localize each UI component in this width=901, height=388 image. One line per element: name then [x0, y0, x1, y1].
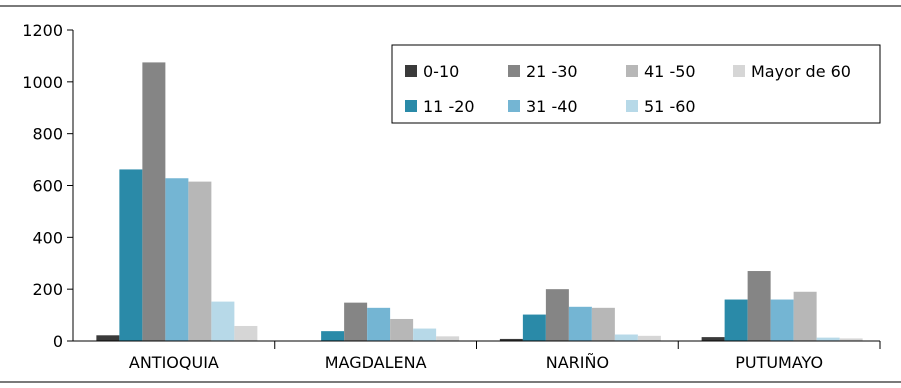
bar — [211, 301, 235, 341]
legend: 0-10 11 -20 21 -30 31 -40 41 -50 51 -60 Mayor … — [391, 44, 881, 124]
bar — [816, 337, 840, 341]
x-category-label: MAGDALENA — [325, 353, 427, 372]
bar — [568, 306, 592, 341]
bar — [234, 325, 258, 341]
bar — [367, 307, 391, 341]
bar — [637, 335, 661, 341]
legend-label: 31 -40 — [526, 97, 578, 116]
bar — [96, 335, 120, 341]
y-tick-label: 600 — [32, 177, 63, 196]
legend-swatch — [405, 100, 417, 112]
bar — [839, 338, 863, 341]
legend-swatch — [508, 100, 520, 112]
y-tick-label: 800 — [32, 125, 63, 144]
legend-label: 11 -20 — [423, 97, 475, 116]
bar — [188, 181, 212, 341]
bar — [499, 338, 523, 341]
bar — [591, 307, 615, 341]
bar — [701, 337, 725, 341]
legend-swatch — [626, 100, 638, 112]
bar — [724, 299, 748, 341]
legend-label: 21 -30 — [526, 62, 578, 81]
bar — [545, 289, 569, 341]
bar — [522, 314, 546, 341]
legend-label: 51 -60 — [644, 97, 696, 116]
bar — [747, 271, 771, 341]
legend-swatch — [733, 65, 745, 77]
legend-label: 41 -50 — [644, 62, 696, 81]
x-category-label: ANTIOQUIA — [129, 353, 219, 372]
y-tick-label: 200 — [32, 280, 63, 299]
bar — [321, 331, 345, 341]
x-category-label: NARIÑO — [546, 353, 609, 372]
bar — [344, 302, 368, 341]
bar — [165, 178, 189, 341]
legend-swatch — [405, 65, 417, 77]
y-tick-label: 0 — [53, 332, 63, 351]
legend-swatch — [508, 65, 520, 77]
bar — [770, 299, 794, 341]
plot-area: 0 200 400 600 800 1000 1200 ANTIOQUIA MAGDALENA N… — [22, 21, 881, 372]
y-tick-label: 1000 — [22, 73, 63, 92]
y-tick-label: 1200 — [22, 21, 63, 40]
bar — [142, 62, 166, 341]
bar — [119, 169, 143, 341]
y-tick-label: 400 — [32, 228, 63, 247]
bar — [436, 336, 460, 341]
bar — [793, 291, 817, 341]
bar — [390, 318, 414, 341]
legend-label: 0-10 — [423, 62, 459, 81]
legend-label: Mayor de 60 — [751, 62, 851, 81]
legend-swatch — [626, 65, 638, 77]
x-category-label: PUTUMAYO — [735, 353, 823, 372]
bar — [413, 328, 437, 341]
bar — [614, 334, 638, 341]
